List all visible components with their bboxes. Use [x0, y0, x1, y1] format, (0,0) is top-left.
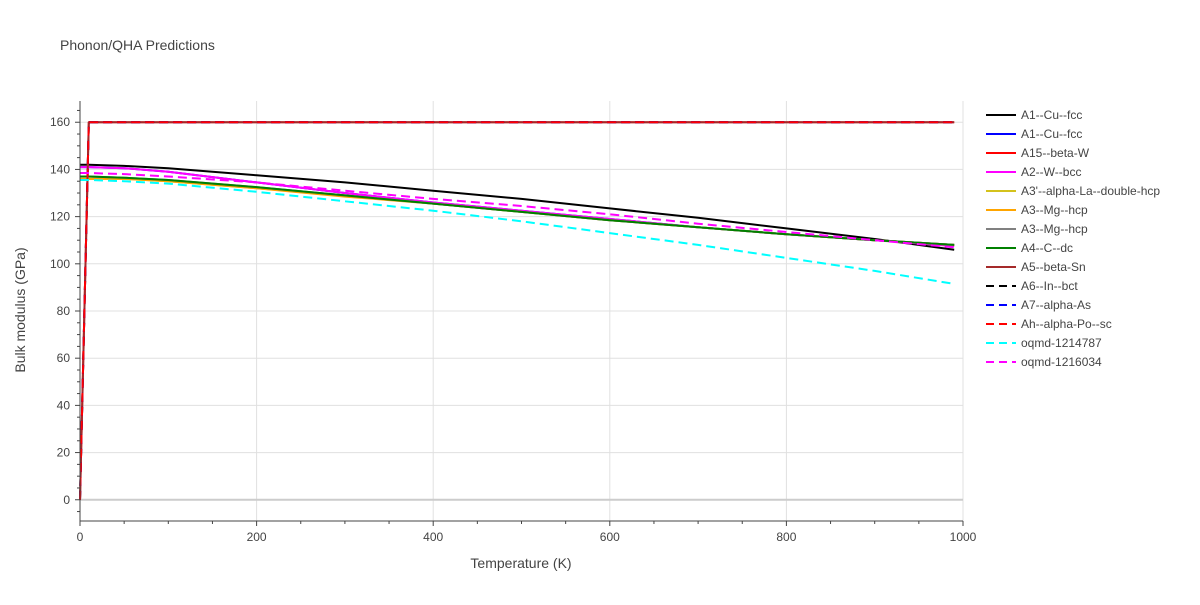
y-axis-label: Bulk modulus (GPa) — [12, 247, 28, 372]
y-tick-label: 40 — [57, 398, 71, 412]
legend-label: A4--C--dc — [1021, 241, 1073, 255]
x-tick-label: 200 — [247, 530, 267, 544]
y-tick-label: 120 — [50, 210, 70, 224]
legend-label: A5--beta-Sn — [1021, 260, 1086, 274]
y-tick-label: 100 — [50, 257, 70, 271]
legend-label: A1--Cu--fcc — [1021, 127, 1082, 141]
legend-label: A2--W--bcc — [1021, 165, 1081, 179]
series-line — [80, 163, 955, 251]
y-tick-label: 20 — [57, 446, 71, 460]
legend: A1--Cu--fcc A1--Cu--fcc A15--beta-W A2--W--… — [986, 108, 1160, 369]
series-layer — [79, 121, 955, 500]
y-tick-label: 160 — [50, 115, 70, 129]
series-line — [79, 121, 955, 500]
y-tick-label: 0 — [63, 493, 70, 507]
legend-label: A15--beta-W — [1021, 146, 1090, 160]
legend-label: A3--Mg--hcp — [1021, 203, 1088, 217]
legend-label: A6--In--bct — [1021, 279, 1078, 293]
legend-label: A3'--alpha-La--double-hcp — [1021, 184, 1160, 198]
y-tick-label: 80 — [57, 304, 71, 318]
x-tick-label: 1000 — [950, 530, 977, 544]
legend-label: A1--Cu--fcc — [1021, 108, 1082, 122]
grid-layer — [79, 101, 964, 521]
x-axis-label: Temperature (K) — [470, 555, 571, 571]
series-line — [80, 175, 955, 246]
x-tick-label: 600 — [600, 530, 620, 544]
x-tick-label: 0 — [77, 530, 84, 544]
series-line — [80, 179, 955, 285]
legend-label: Ah--alpha-Po--sc — [1021, 317, 1112, 331]
x-tick-label: 800 — [776, 530, 796, 544]
chart-title: Phonon/QHA Predictions — [60, 37, 215, 53]
y-tick-label: 140 — [50, 162, 70, 176]
legend-label: oqmd-1216034 — [1021, 355, 1102, 369]
y-tick-label: 60 — [57, 351, 71, 365]
axis-layer: 0 200 400 600 800 1000 0 20 40 60 80 100 120 140 160 — [50, 101, 977, 544]
series-line — [80, 172, 955, 249]
legend-label: oqmd-1214787 — [1021, 336, 1102, 350]
legend-label: A3--Mg--hcp — [1021, 222, 1088, 236]
x-tick-label: 400 — [423, 530, 443, 544]
legend-label: A7--alpha-As — [1021, 298, 1091, 312]
